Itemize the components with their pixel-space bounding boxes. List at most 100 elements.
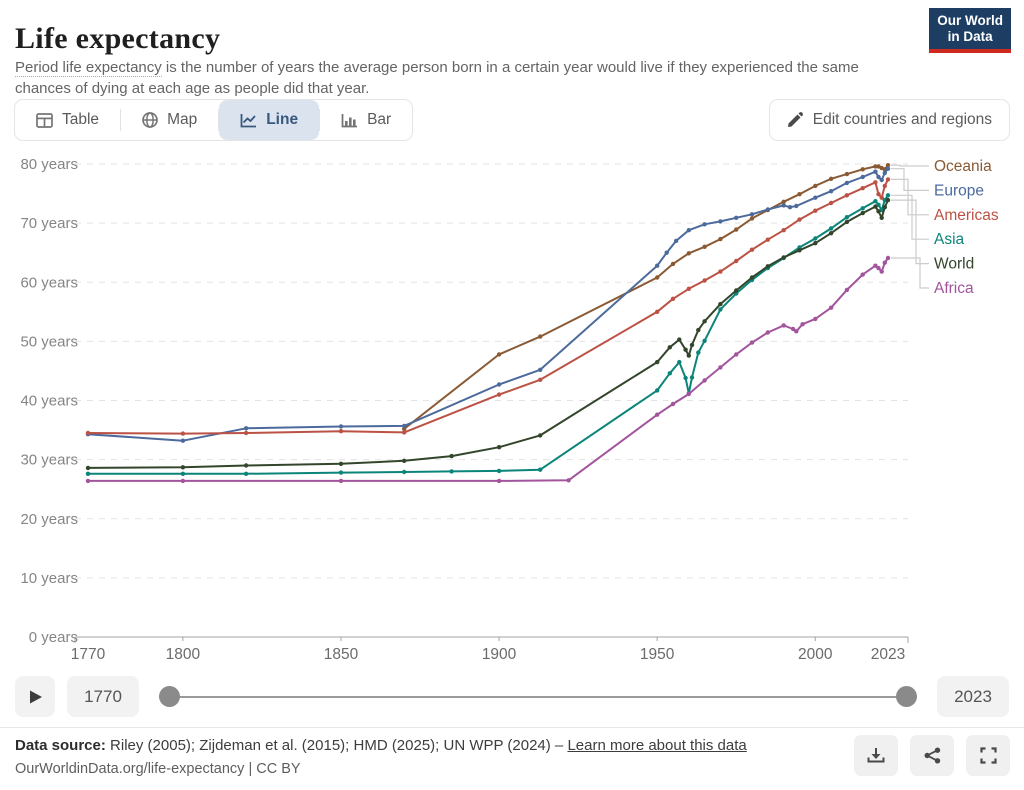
data-point[interactable] — [828, 305, 834, 310]
data-point[interactable] — [338, 461, 344, 466]
data-point[interactable] — [882, 197, 887, 203]
data-point[interactable] — [686, 286, 691, 291]
data-point[interactable] — [860, 167, 865, 172]
data-point[interactable] — [749, 340, 755, 345]
data-point[interactable] — [686, 391, 691, 397]
data-point[interactable] — [882, 170, 887, 176]
data-point[interactable] — [873, 169, 878, 174]
data-point[interactable] — [844, 180, 850, 186]
data-point[interactable] — [844, 287, 850, 293]
data-point[interactable] — [749, 247, 755, 252]
data-point[interactable] — [787, 205, 793, 210]
data-point[interactable] — [338, 429, 344, 434]
data-point[interactable] — [566, 478, 571, 483]
data-point[interactable] — [813, 241, 818, 246]
data-point[interactable] — [765, 207, 770, 212]
data-point[interactable] — [670, 401, 676, 407]
data-point[interactable] — [860, 210, 865, 216]
data-point[interactable] — [667, 345, 672, 350]
data-point[interactable] — [734, 288, 739, 293]
data-point[interactable] — [860, 186, 865, 191]
data-point[interactable] — [873, 263, 878, 268]
data-point[interactable] — [677, 337, 682, 342]
data-point[interactable] — [689, 375, 695, 380]
data-point[interactable] — [879, 195, 884, 200]
data-point[interactable] — [765, 237, 770, 242]
data-point[interactable] — [873, 199, 878, 204]
timeline-track[interactable] — [169, 695, 907, 698]
data-point[interactable] — [879, 215, 884, 220]
data-point[interactable] — [338, 470, 344, 475]
data-point[interactable] — [402, 423, 407, 429]
data-point[interactable] — [496, 382, 502, 387]
data-point[interactable] — [702, 338, 707, 343]
data-point[interactable] — [402, 430, 407, 435]
data-point[interactable] — [655, 388, 660, 393]
data-point[interactable] — [243, 430, 249, 436]
data-point[interactable] — [243, 471, 249, 476]
data-point[interactable] — [794, 329, 799, 334]
data-point[interactable] — [496, 352, 502, 357]
data-point[interactable] — [765, 264, 770, 269]
data-point[interactable] — [882, 260, 887, 265]
series-line-americas[interactable] — [87, 178, 889, 435]
data-point[interactable] — [664, 250, 669, 255]
data-point[interactable] — [800, 322, 805, 327]
data-point[interactable] — [702, 319, 707, 324]
data-point[interactable] — [885, 163, 891, 168]
data-point[interactable] — [673, 238, 679, 244]
learn-more-link[interactable]: Learn more about this data — [567, 737, 747, 754]
tab-bar[interactable]: Bar — [320, 100, 412, 140]
data-point[interactable] — [797, 217, 802, 222]
data-point[interactable] — [781, 255, 786, 260]
data-point[interactable] — [885, 177, 891, 182]
data-point[interactable] — [781, 323, 786, 328]
data-point[interactable] — [696, 350, 701, 355]
data-point[interactable] — [496, 468, 502, 474]
data-point[interactable] — [828, 231, 834, 236]
tab-map[interactable]: Map — [121, 100, 218, 140]
timeline-start-year[interactable]: 1770 — [67, 676, 139, 717]
data-point[interactable] — [790, 326, 796, 332]
data-point[interactable] — [718, 236, 723, 242]
data-point[interactable] — [655, 263, 660, 268]
data-point[interactable] — [655, 412, 660, 417]
data-point[interactable] — [718, 365, 723, 370]
data-point[interactable] — [180, 471, 186, 476]
data-point[interactable] — [689, 342, 695, 348]
data-point[interactable] — [718, 269, 723, 274]
data-point[interactable] — [885, 166, 891, 171]
data-point[interactable] — [828, 189, 834, 194]
data-point[interactable] — [655, 309, 660, 314]
data-point[interactable] — [496, 392, 502, 397]
tab-table[interactable]: Table — [15, 100, 120, 140]
data-point[interactable] — [828, 176, 834, 181]
data-point[interactable] — [876, 174, 881, 180]
timeline-end-year[interactable]: 2023 — [937, 676, 1009, 717]
data-point[interactable] — [538, 377, 543, 382]
data-point[interactable] — [85, 430, 91, 436]
data-point[interactable] — [655, 275, 660, 280]
data-point[interactable] — [876, 265, 881, 271]
data-point[interactable] — [879, 177, 884, 183]
data-point[interactable] — [702, 278, 707, 283]
data-point[interactable] — [797, 248, 802, 253]
data-point[interactable] — [813, 195, 818, 200]
subtitle-term-link[interactable]: Period life expectancy — [15, 59, 162, 77]
owid-logo[interactable]: Our World in Data — [929, 8, 1011, 54]
chart-plot-area[interactable]: 0 years 10 years 20 years 30 years 40 years 5… — [0, 146, 1024, 676]
data-point[interactable] — [873, 164, 878, 169]
timeline-handle-end[interactable] — [896, 686, 917, 707]
data-point[interactable] — [538, 433, 543, 438]
data-point[interactable] — [85, 478, 91, 484]
series-line-oceania[interactable] — [403, 164, 889, 430]
fullscreen-button[interactable] — [966, 735, 1010, 776]
data-point[interactable] — [667, 371, 672, 376]
data-point[interactable] — [180, 478, 186, 484]
data-point[interactable] — [734, 258, 739, 264]
data-point[interactable] — [879, 269, 884, 274]
data-point[interactable] — [844, 171, 850, 177]
data-point[interactable] — [85, 471, 91, 476]
data-point[interactable] — [180, 438, 186, 443]
data-point[interactable] — [734, 227, 739, 232]
